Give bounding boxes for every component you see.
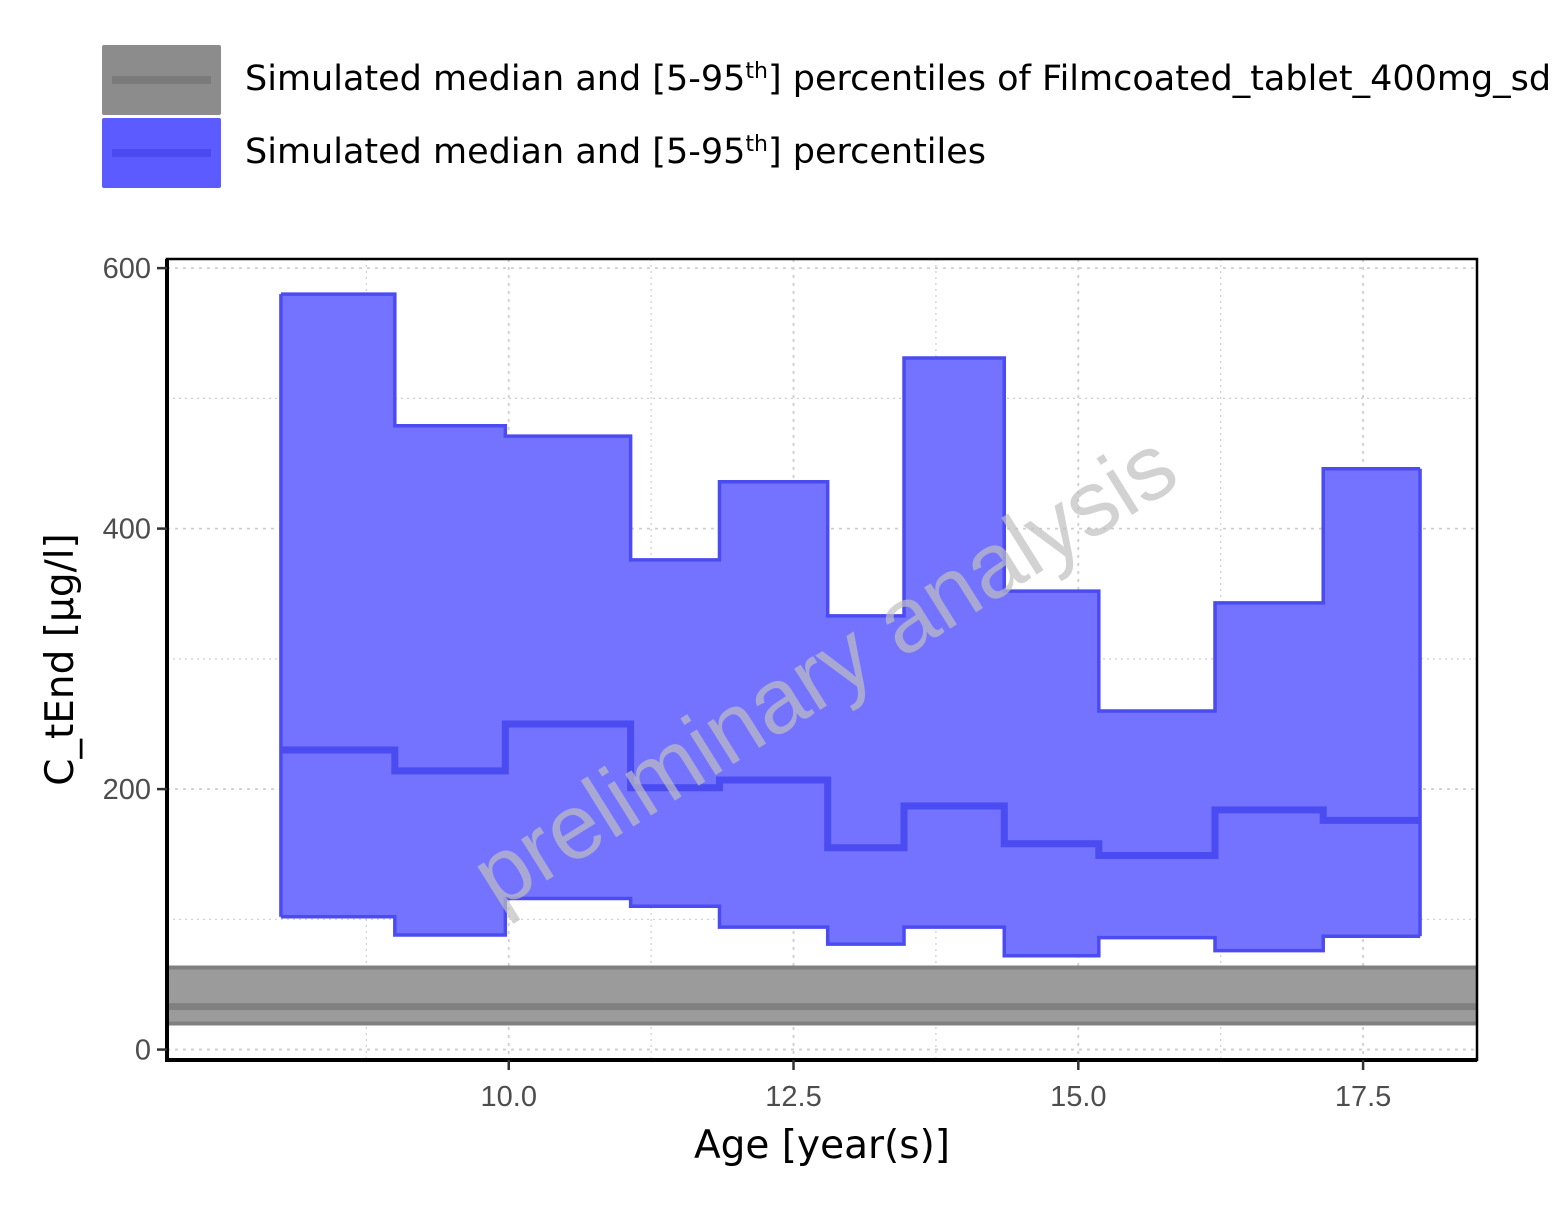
legend-item-reference: Simulated median and [5-95th] percentile…: [102, 45, 1562, 117]
y-tick-label: 200: [103, 774, 151, 806]
x-axis-title: Age [year(s)]: [694, 1123, 950, 1168]
percentile-band-area: [280, 294, 1421, 956]
x-tick-label: 15.0: [1050, 1081, 1106, 1113]
reference-band: [167, 967, 1477, 1024]
legend-item-simulated: Simulated median and [5-95th] percentile…: [102, 118, 1562, 190]
p95-step-line: [280, 292, 1421, 713]
x-tick-label: 10.0: [481, 1081, 537, 1113]
x-tick-label: 17.5: [1335, 1081, 1391, 1113]
legend-key-simulated: [102, 118, 221, 188]
axes: [157, 257, 1479, 1070]
y-tick-label: 600: [103, 253, 151, 285]
tick-labels: 0 200 400 600 10.0 12.5 15.0 17.5: [103, 253, 1392, 1113]
legend-key-reference: [102, 45, 221, 115]
plot-area: [167, 292, 1477, 1026]
y-axis-title: C_tEnd [µg/l]: [38, 533, 83, 786]
p5-step-line: [280, 896, 1421, 958]
median-step-line: [280, 720, 1421, 860]
y-tick-label: 400: [103, 514, 151, 546]
legend-label-simulated: Simulated median and [5-95th] percentile…: [245, 132, 987, 172]
legend-label-reference: Simulated median and [5-95th] percentile…: [245, 59, 1552, 99]
y-tick-label: 0: [135, 1035, 151, 1067]
x-tick-label: 12.5: [765, 1081, 821, 1113]
